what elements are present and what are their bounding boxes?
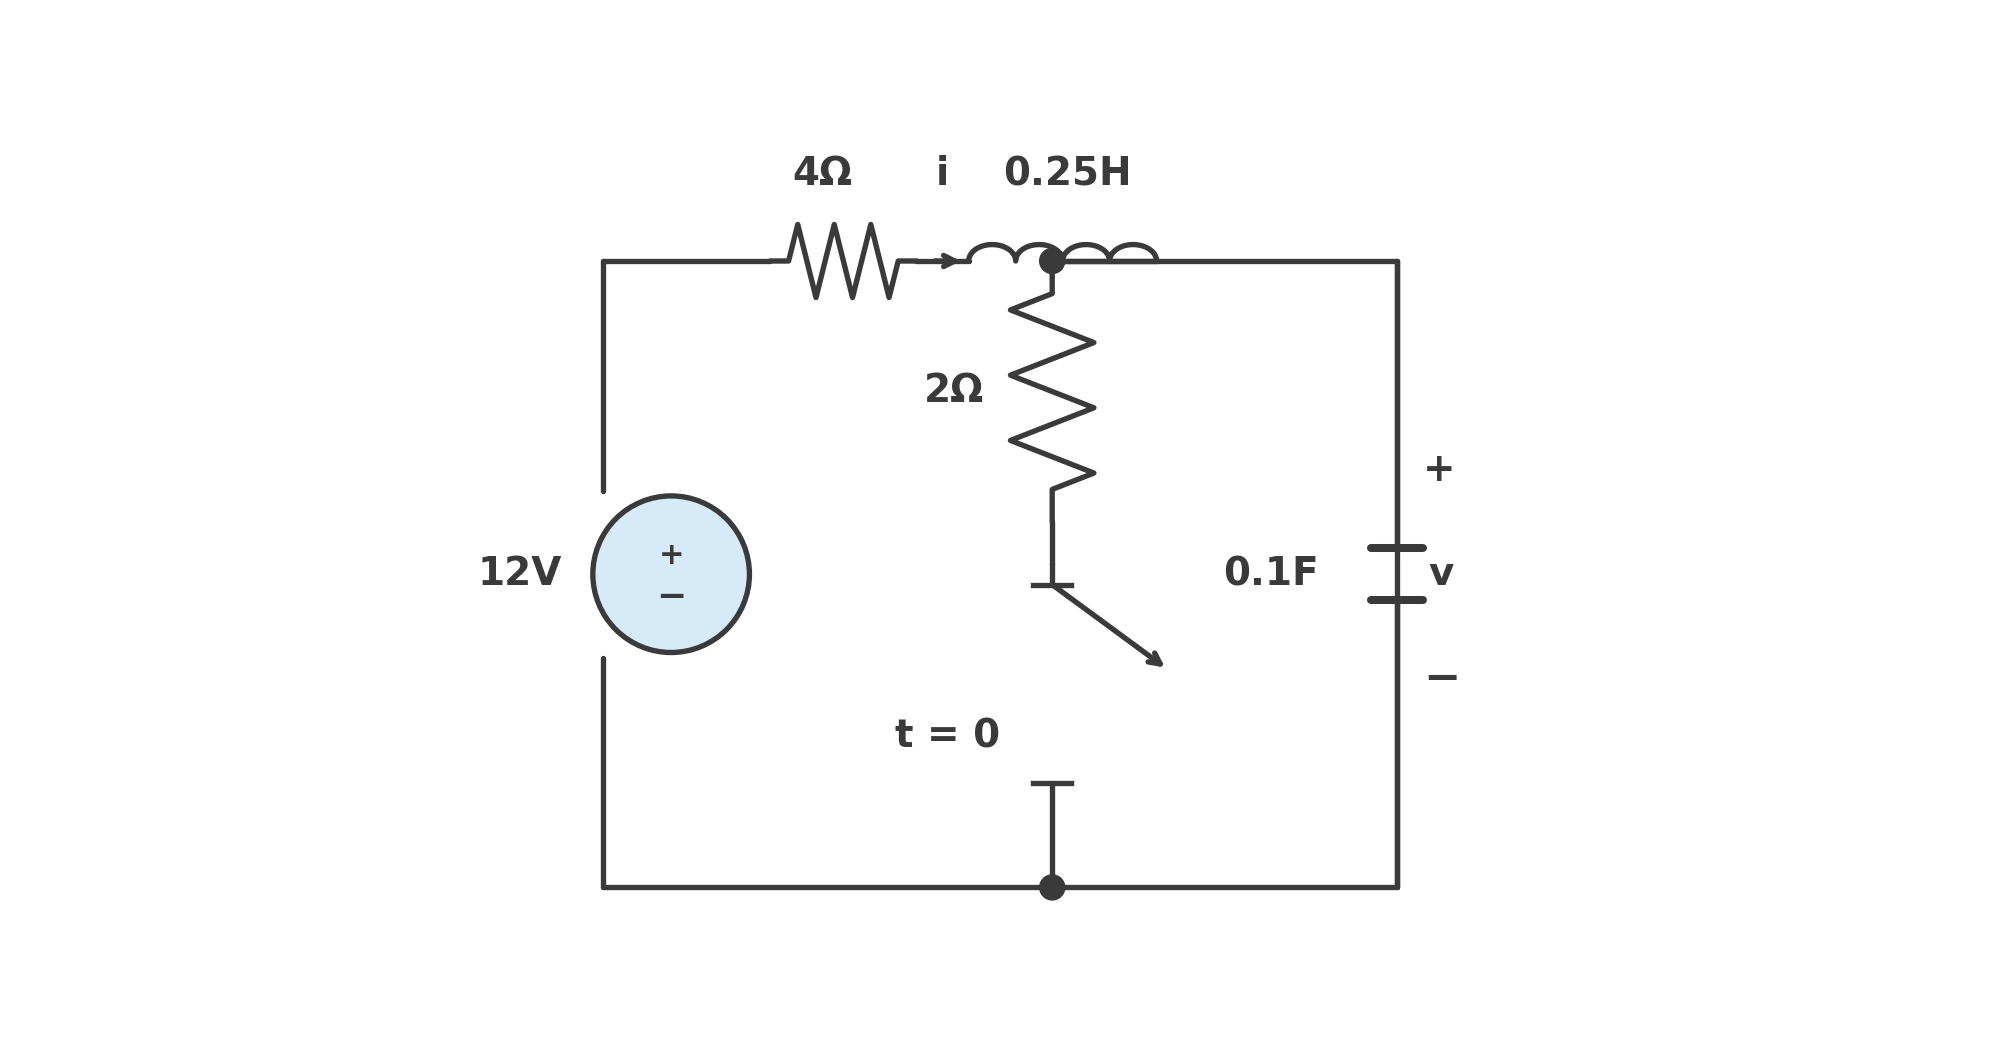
Text: 2Ω: 2Ω [924, 373, 984, 410]
Text: +: + [1422, 451, 1456, 489]
Circle shape [592, 496, 750, 652]
Circle shape [1040, 875, 1064, 900]
Text: 12V: 12V [478, 555, 562, 593]
Circle shape [1040, 248, 1064, 274]
Text: t = 0: t = 0 [896, 717, 1000, 755]
Text: +: + [658, 541, 684, 570]
Text: −: − [656, 580, 686, 614]
Text: v: v [1428, 555, 1454, 593]
Text: 4Ω: 4Ω [792, 156, 852, 193]
Text: −: − [1422, 657, 1460, 701]
Text: 0.1F: 0.1F [1222, 555, 1318, 593]
Text: 0.25H: 0.25H [1004, 156, 1132, 193]
Text: i: i [936, 156, 950, 193]
